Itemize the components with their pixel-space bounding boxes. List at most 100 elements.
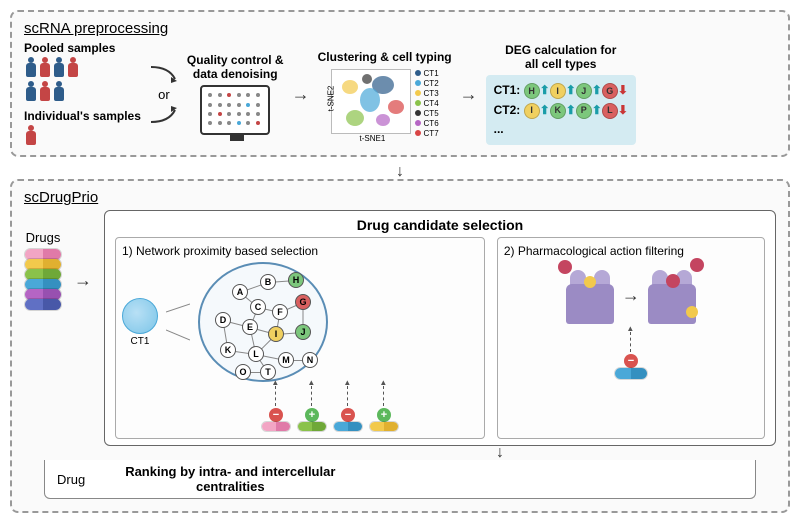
plus-badge-icon: + — [377, 408, 391, 422]
network-node: L — [248, 346, 264, 362]
direction-arrow-icon: ⬇ — [618, 84, 628, 98]
qc-label: Quality control & data denoising — [187, 53, 284, 82]
cluster-legend: CT1CT2CT3CT4CT5CT6CT7 — [415, 69, 439, 138]
legend-dot-icon — [415, 120, 421, 126]
network-node: O — [235, 364, 251, 380]
gene-icon: J — [576, 83, 592, 99]
legend-dot-icon — [415, 100, 421, 106]
legend-label: CT1 — [424, 69, 439, 78]
dashed-arrow-icon — [383, 386, 384, 406]
capsule-stack-icon — [24, 251, 62, 311]
direction-arrow-icon: ⬆ — [566, 103, 576, 117]
network-node: E — [242, 319, 258, 335]
direction-arrow-icon: ⬆ — [592, 84, 602, 98]
legend-item: CT2 — [415, 79, 439, 88]
ct1-cell-icon — [122, 298, 158, 334]
legend-dot-icon — [415, 80, 421, 86]
network-drug-row: − + − + — [182, 386, 478, 432]
capsule-icon — [333, 421, 363, 432]
network-node: C — [250, 299, 266, 315]
clustering-step: Clustering & cell typing t-SNE2 t-SNE1 C… — [318, 50, 452, 137]
network-node: A — [232, 284, 248, 300]
direction-arrow-icon: ⬆ — [540, 103, 550, 117]
legend-item: CT6 — [415, 119, 439, 128]
preprocessing-panel: scRNA preprocessing Pooled samples Indiv… — [10, 10, 790, 157]
arrow-curve-icon — [149, 104, 179, 124]
preprocessing-row: Pooled samples Individual's samples or — [24, 41, 776, 147]
preprocessing-title: scRNA preprocessing — [24, 20, 776, 37]
pharma-filter-panel: 2) Pharmacological action filtering → — [497, 237, 765, 439]
ranking-title: Ranking by intra- and intercellular cent… — [125, 464, 335, 494]
gene-icon: G — [602, 83, 618, 99]
person-icon — [24, 57, 38, 79]
samples-column: Pooled samples Individual's samples — [24, 41, 141, 147]
network-proximity-panel: 1) Network proximity based selection CT1… — [115, 237, 485, 439]
sub1-title: 1) Network proximity based selection — [122, 244, 478, 258]
drug-badge-item: + — [297, 386, 327, 432]
deg-label: DEG calculation for all cell types — [505, 43, 616, 72]
arrow-curve-icon — [149, 65, 179, 85]
dashed-arrow-icon — [347, 386, 348, 406]
legend-item: CT5 — [415, 109, 439, 118]
pooled-label: Pooled samples — [24, 41, 141, 55]
arrow-icon: → — [292, 84, 310, 105]
capsule-icon — [24, 298, 62, 311]
direction-arrow-icon: ⬆ — [540, 84, 550, 98]
selection-box: Drug candidate selection 1) Network prox… — [104, 210, 776, 446]
network-node: G — [295, 294, 311, 310]
ct1-label: CT1 — [131, 336, 150, 347]
deg-row: CT2: I⬆K⬆P⬆L⬇ — [494, 101, 628, 120]
gene-icon: L — [602, 103, 618, 119]
legend-label: CT5 — [424, 109, 439, 118]
dashed-arrow-icon — [311, 386, 312, 406]
plus-badge-icon: + — [305, 408, 319, 422]
monitor-icon — [200, 85, 270, 135]
network-node: H — [288, 272, 304, 288]
drugprio-panel: scDrugPrio Drugs → Drug candidate select… — [10, 179, 790, 513]
tsne-plot: t-SNE2 t-SNE1 — [331, 69, 411, 134]
drug-badge-item: + — [369, 386, 399, 432]
network-node: F — [272, 304, 288, 320]
person-icon — [38, 81, 52, 103]
tsne-x-axis: t-SNE1 — [360, 134, 386, 143]
ranking-panel: Drug Ranking by intra- and intercellular… — [44, 460, 756, 499]
dashed-arrow-icon — [275, 386, 276, 406]
gene-icon: I — [550, 83, 566, 99]
legend-item: CT1 — [415, 69, 439, 78]
qc-step: Quality control & data denoising — [187, 53, 284, 136]
drugs-label: Drugs — [26, 230, 61, 245]
gene-icon: I — [524, 103, 540, 119]
legend-item: CT4 — [415, 99, 439, 108]
gene-icon: P — [576, 103, 592, 119]
or-arrows: or — [149, 65, 179, 124]
drug-badge-item: − — [261, 386, 291, 432]
gene-icon: H — [524, 83, 540, 99]
ranking-drug-label: Drug — [57, 472, 85, 487]
legend-item: CT3 — [415, 89, 439, 98]
tsne-y-axis: t-SNE2 — [326, 85, 335, 111]
pooled-people-icons-2 — [24, 81, 141, 103]
person-icon — [52, 57, 66, 79]
person-icon — [38, 57, 52, 79]
direction-arrow-icon: ⬇ — [618, 103, 628, 117]
gene-icon: K — [550, 103, 566, 119]
capsule-icon — [369, 421, 399, 432]
sub2-title: 2) Pharmacological action filtering — [504, 244, 758, 258]
capsule-icon — [297, 421, 327, 432]
network-node: D — [215, 312, 231, 328]
clustering-label: Clustering & cell typing — [318, 50, 452, 64]
legend-item: CT7 — [415, 129, 439, 138]
person-icon — [52, 81, 66, 103]
legend-label: CT2 — [424, 79, 439, 88]
person-icon — [66, 57, 80, 79]
legend-label: CT4 — [424, 99, 439, 108]
legend-dot-icon — [415, 130, 421, 136]
pharma-diagram: → — [504, 262, 758, 328]
network-node: J — [295, 324, 311, 340]
individual-label: Individual's samples — [24, 109, 141, 123]
arrow-icon: → — [460, 84, 478, 105]
inhibit-drug: − — [504, 332, 758, 380]
individual-person-icon — [24, 125, 141, 147]
deg-box: CT1: H⬆I⬆J⬆G⬇CT2: I⬆K⬆P⬆L⬇... — [486, 75, 636, 145]
direction-arrow-icon: ⬆ — [592, 103, 602, 117]
